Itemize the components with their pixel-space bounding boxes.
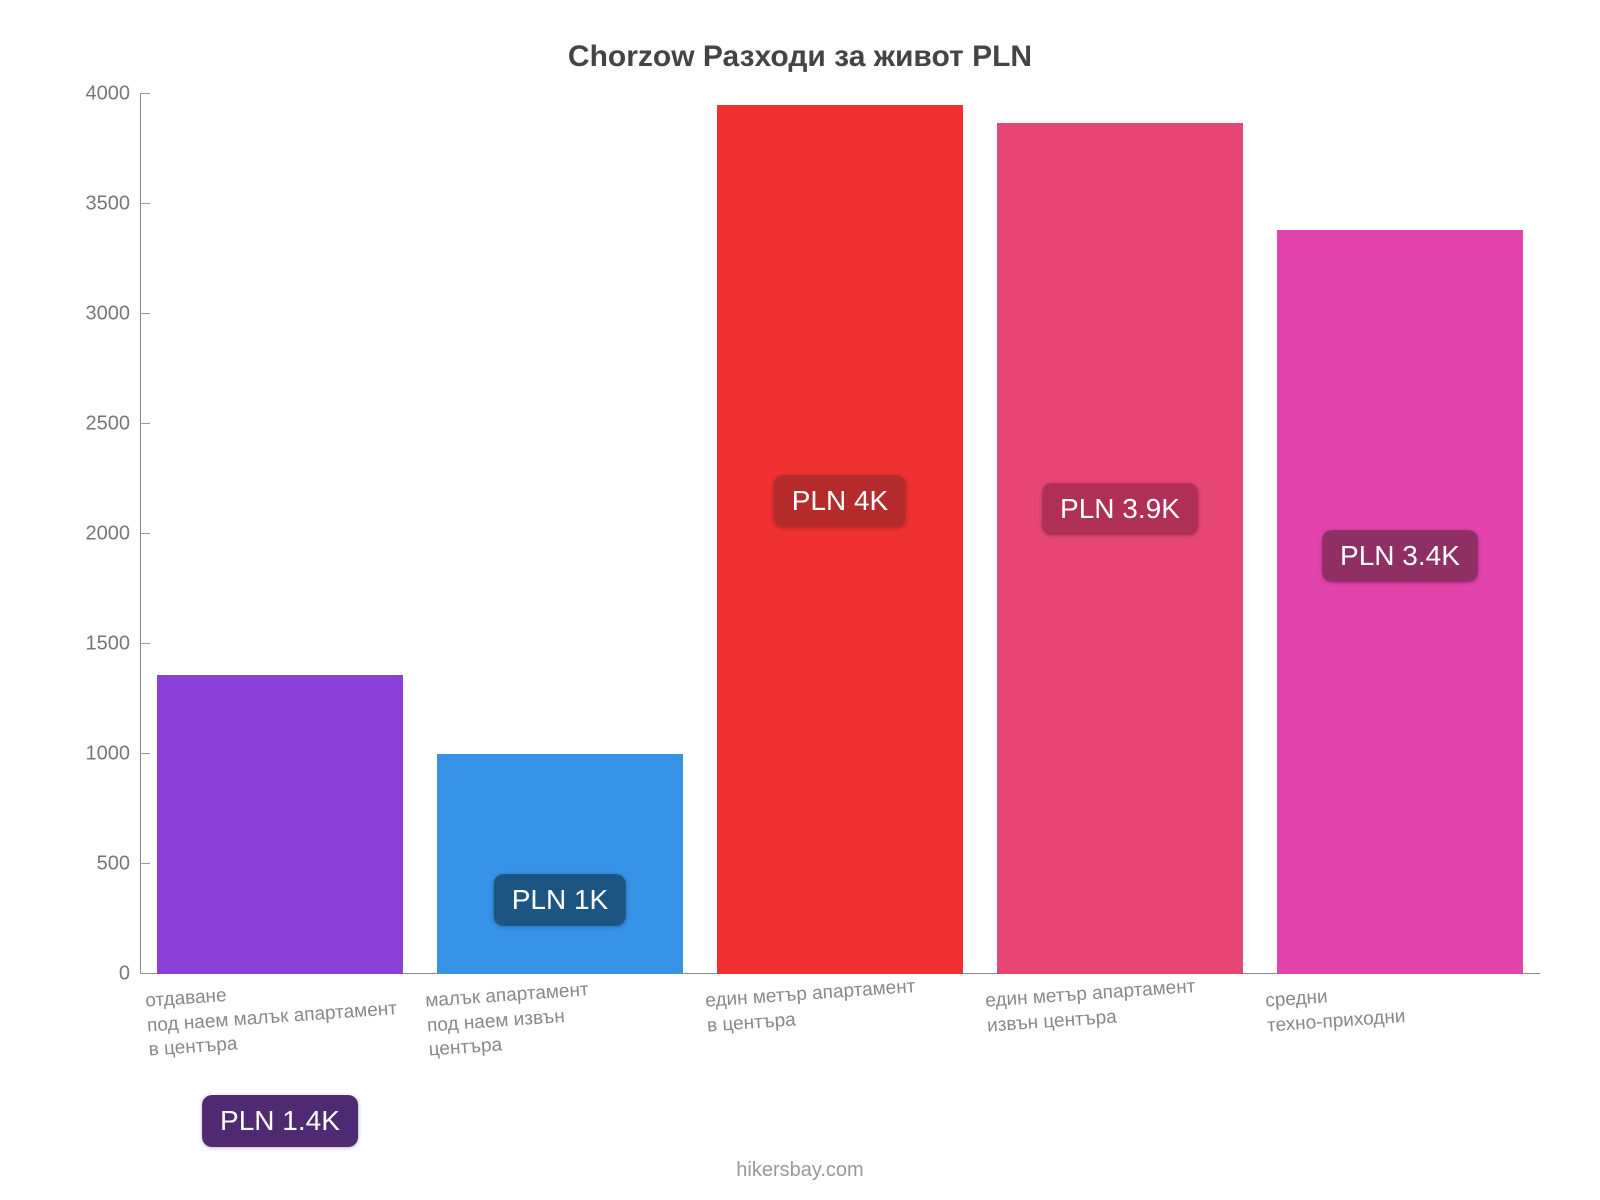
bar: PLN 1.4K — [157, 675, 403, 974]
y-tick-label: 3000 — [86, 303, 131, 326]
y-tick-label: 4000 — [86, 83, 131, 106]
y-tick-label: 0 — [119, 963, 130, 986]
bar: PLN 3.4K — [1277, 230, 1523, 974]
x-axis-labels: отдаване под наем малък апартамент в цен… — [140, 982, 1540, 1064]
y-tick-mark — [140, 753, 150, 754]
y-axis: 05001000150020002500300035004000 — [60, 94, 140, 974]
y-tick-mark — [140, 643, 150, 644]
bar-slot: PLN 3.9K — [980, 94, 1260, 974]
bars-group: PLN 1.4K PLN 1K PLN 4K PLN 3.9K PLN 3.4K — [140, 94, 1540, 974]
y-tick-mark — [140, 533, 150, 534]
bar-value-label: PLN 4K — [774, 475, 907, 527]
source-credit: hikersbay.com — [0, 1159, 1600, 1182]
bar-slot: PLN 1K — [420, 94, 700, 974]
y-tick-mark — [140, 973, 150, 974]
bar-value-label: PLN 1.4K — [202, 1095, 358, 1147]
y-tick-mark — [140, 203, 150, 204]
chart-title: Chorzow Разходи за живот PLN — [60, 40, 1540, 74]
y-tick-label: 2500 — [86, 413, 131, 436]
y-tick-mark — [140, 423, 150, 424]
bar-slot: PLN 1.4K — [140, 94, 420, 974]
y-tick-label: 500 — [97, 853, 130, 876]
y-tick-label: 1000 — [86, 743, 131, 766]
x-category-label: един метър апартамент извън центъра — [980, 962, 1265, 1063]
x-category-label: отдаване под наем малък апартамент в цен… — [140, 962, 425, 1063]
y-tick-mark — [140, 93, 150, 94]
bar: PLN 1K — [437, 754, 683, 974]
bar-value-label: PLN 1K — [494, 874, 627, 926]
plot-area: 05001000150020002500300035004000 PLN 1.4… — [60, 94, 1540, 974]
bar: PLN 3.9K — [997, 123, 1243, 974]
y-tick-label: 2000 — [86, 523, 131, 546]
y-tick-mark — [140, 863, 150, 864]
bar-value-label: PLN 3.4K — [1322, 530, 1478, 582]
bar-value-label: PLN 3.9K — [1042, 483, 1198, 535]
y-tick-mark — [140, 313, 150, 314]
bar-slot: PLN 3.4K — [1260, 94, 1540, 974]
bar-slot: PLN 4K — [700, 94, 980, 974]
y-tick-label: 3500 — [86, 193, 131, 216]
bar: PLN 4K — [717, 105, 963, 974]
x-category-label: един метър апартамент в центъра — [700, 962, 985, 1063]
x-category-label: малък апартамент под наем извън центъра — [420, 962, 705, 1063]
x-category-label: средни техно-приходни — [1260, 962, 1545, 1063]
chart-container: Chorzow Разходи за живот PLN 0 500 1000 150… — [0, 0, 1600, 1200]
y-tick-label: 1500 — [86, 633, 131, 656]
